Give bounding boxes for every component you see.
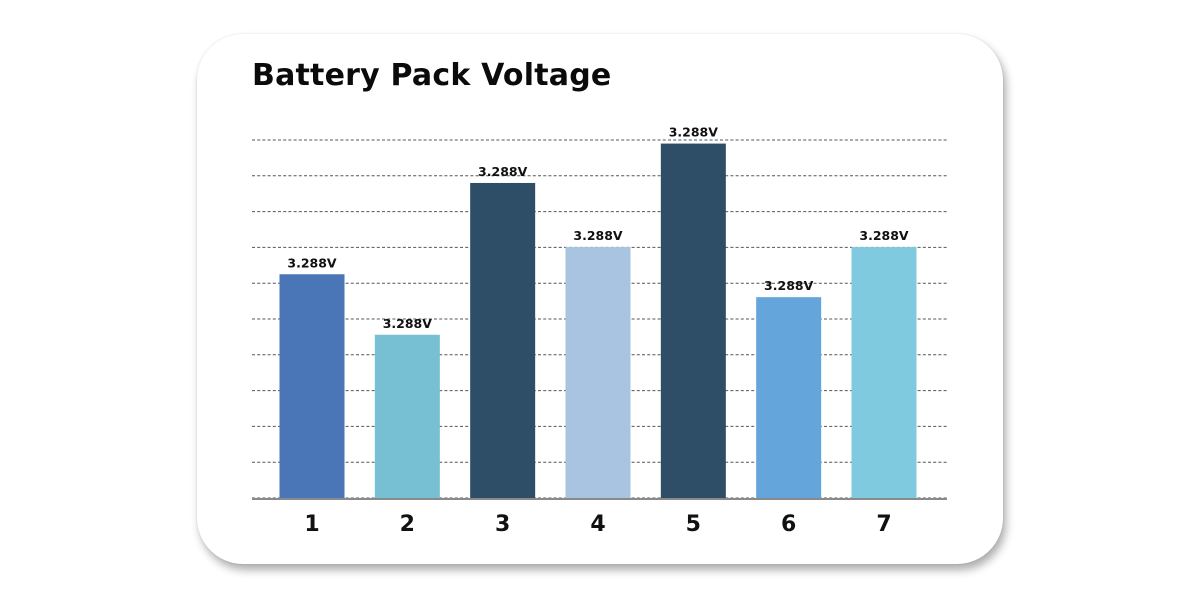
bar-2 <box>374 334 440 498</box>
x-tick-label-7: 7 <box>876 512 891 537</box>
chart-title: Battery Pack Voltage <box>252 58 612 93</box>
bar-6 <box>756 297 822 498</box>
value-label-6: 3.288V <box>764 278 814 293</box>
value-label-5: 3.288V <box>669 125 719 140</box>
bar-3 <box>470 182 536 498</box>
x-tick-label-2: 2 <box>400 512 415 537</box>
x-tick-label-5: 5 <box>686 512 701 537</box>
value-label-1: 3.288V <box>287 255 337 270</box>
x-tick-label-4: 4 <box>590 512 605 537</box>
x-tick-label-6: 6 <box>781 512 796 537</box>
value-label-2: 3.288V <box>383 316 433 331</box>
bar-5 <box>660 143 726 498</box>
value-label-3: 3.288V <box>478 164 528 179</box>
x-tick-label-1: 1 <box>304 512 319 537</box>
x-tick-label-3: 3 <box>495 512 510 537</box>
bar-1 <box>279 274 345 498</box>
value-label-4: 3.288V <box>573 228 623 243</box>
value-label-7: 3.288V <box>859 228 909 243</box>
bar-4 <box>565 247 631 498</box>
bar-7 <box>851 247 917 498</box>
